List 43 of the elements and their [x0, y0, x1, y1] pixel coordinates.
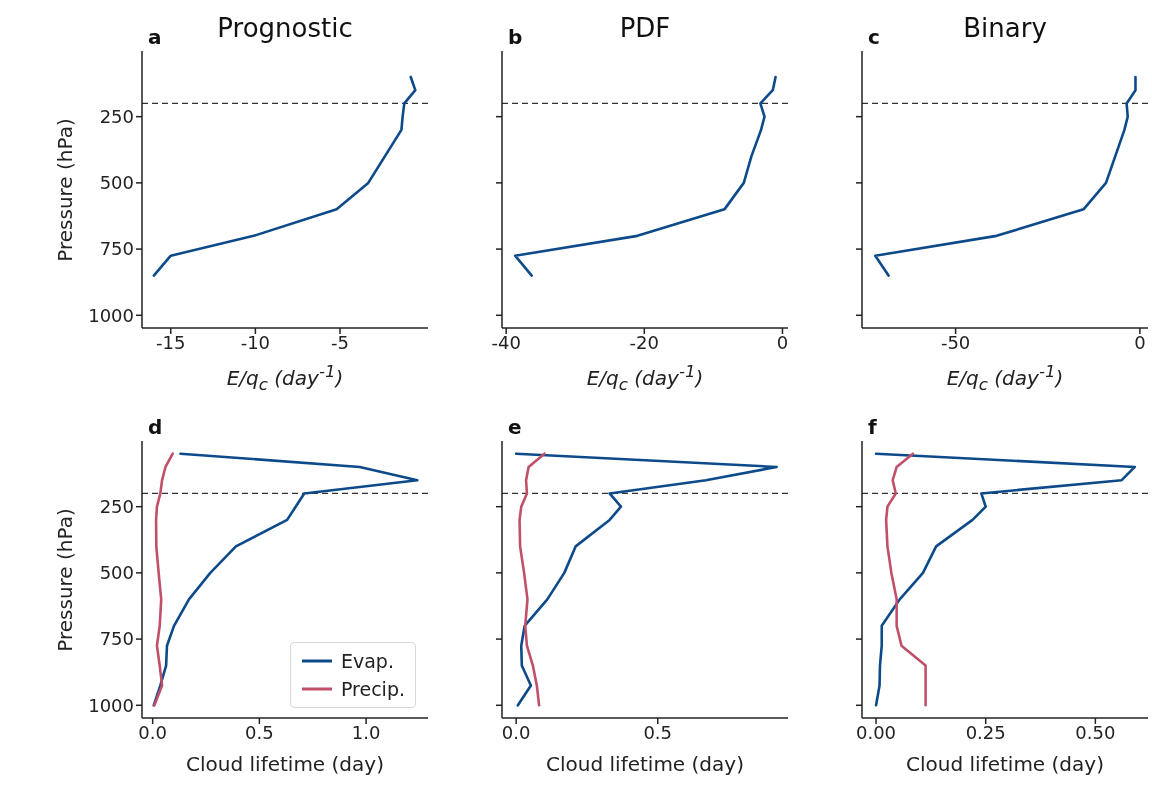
- text: c: [868, 25, 880, 49]
- text: f: [868, 415, 877, 439]
- legend-label: Evap.: [340, 649, 394, 674]
- x-tick-label: -15: [156, 331, 186, 353]
- x-tick-label: -5: [331, 331, 349, 353]
- x-axis-title: Cloud lifetime (day): [905, 752, 1105, 776]
- text: a: [148, 25, 162, 49]
- x-tick-label: -50: [940, 331, 971, 353]
- x-tick-label: 0: [776, 331, 789, 353]
- y-tick-label: 1000: [88, 304, 134, 326]
- x-axis-title: Cloud lifetime (day): [185, 752, 385, 776]
- x-tick-label: 0: [1134, 331, 1146, 353]
- x-tick-label: 0.5: [643, 721, 673, 743]
- x-axis-title: Cloud lifetime (day): [545, 752, 745, 776]
- y-tick-label: 1000: [88, 694, 134, 716]
- x-tick-label: 0.50: [1075, 721, 1116, 743]
- y-axis-title: Pressure (hPa): [52, 506, 77, 654]
- x-axis-title: E/q$_{c}$ (day$^{-1}$): [945, 362, 1065, 394]
- chart-title: Binary: [963, 13, 1047, 43]
- x-tick-label: 1.0: [351, 721, 381, 743]
- y-tick-label: 250: [99, 106, 134, 128]
- x-tick-label: 0.00: [856, 721, 897, 743]
- y-tick-label: 750: [99, 628, 134, 650]
- x-tick-label: -10: [240, 331, 271, 353]
- x-tick-label: 0.0: [138, 721, 167, 743]
- y-tick-label: 250: [99, 496, 134, 518]
- chart-title: Prognostic: [217, 13, 353, 43]
- y-tick-label: 750: [99, 238, 134, 260]
- x-tick-label: -40: [491, 331, 521, 353]
- x-axis-title: E/q$_{c}$ (day$^{-1}$): [225, 362, 345, 394]
- legend-label: Precip.: [340, 677, 405, 702]
- x-tick-label: 0.5: [245, 721, 274, 743]
- chart-title: PDF: [619, 13, 671, 43]
- text: d: [148, 415, 163, 439]
- x-axis-title: E/q$_{c}$ (day$^{-1}$): [585, 362, 705, 394]
- x-tick-label: 0.25: [965, 721, 1006, 743]
- text: b: [508, 25, 523, 49]
- y-tick-label: 500: [99, 172, 134, 194]
- x-tick-label: 0.0: [501, 721, 531, 743]
- y-axis-title: Pressure (hPa): [52, 116, 77, 264]
- text: e: [508, 415, 522, 439]
- y-tick-label: 500: [99, 562, 134, 584]
- x-tick-label: -20: [629, 331, 660, 353]
